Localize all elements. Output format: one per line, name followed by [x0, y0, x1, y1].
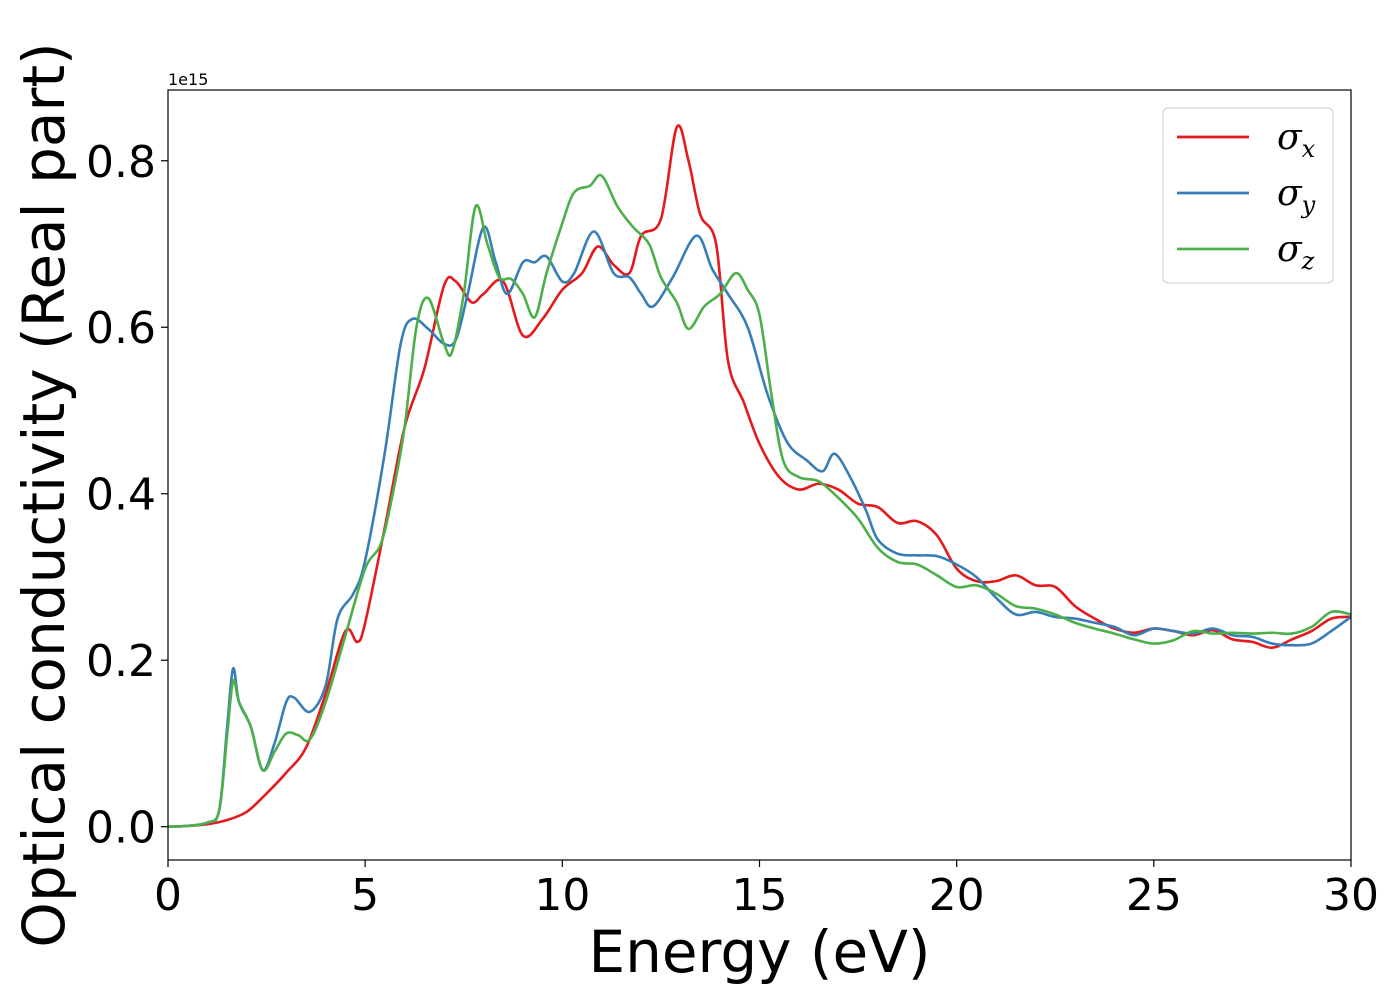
x-tick-label: 25: [1126, 870, 1182, 921]
legend-label-subscript: y: [1301, 191, 1316, 219]
y-tick-label: 0.6: [86, 303, 156, 354]
x-tick-label: 5: [351, 870, 379, 921]
legend-box: [1162, 107, 1334, 284]
series-line-y: [168, 225, 1351, 828]
legend-label-y: σy: [1277, 173, 1316, 219]
legend-label-symbol: σ: [1277, 229, 1303, 270]
x-axis: 0 5 10 15 20 25 30: [154, 860, 1379, 921]
x-axis-title: Energy (eV): [588, 918, 930, 986]
x-tick-label: 10: [534, 870, 590, 921]
y-axis-offset-text: 1e15: [168, 70, 208, 89]
x-tick-label: 15: [732, 870, 788, 921]
y-tick-label: 0.2: [86, 636, 156, 687]
y-tick-label: 0.0: [86, 803, 156, 854]
legend-label-symbol: σ: [1277, 117, 1303, 158]
x-tick-label: 20: [929, 870, 985, 921]
series-layer: [168, 124, 1351, 828]
legend-label-subscript: z: [1301, 247, 1315, 275]
x-tick-label: 0: [154, 870, 182, 921]
y-axis-title: Optical conductivity (Real part): [10, 42, 78, 947]
legend-label-subscript: x: [1302, 135, 1316, 163]
y-tick-label: 0.8: [86, 137, 156, 188]
series-line-x: [168, 124, 1351, 828]
legend-label-z: σz: [1277, 229, 1315, 275]
y-axis: 0.0 0.2 0.4 0.6 0.8: [86, 137, 168, 854]
x-tick-label: 30: [1323, 870, 1379, 921]
series-line-z: [168, 173, 1351, 828]
legend-label-symbol: σ: [1277, 173, 1303, 214]
y-tick-label: 0.4: [86, 470, 156, 521]
legend-label-x: σx: [1277, 117, 1316, 163]
